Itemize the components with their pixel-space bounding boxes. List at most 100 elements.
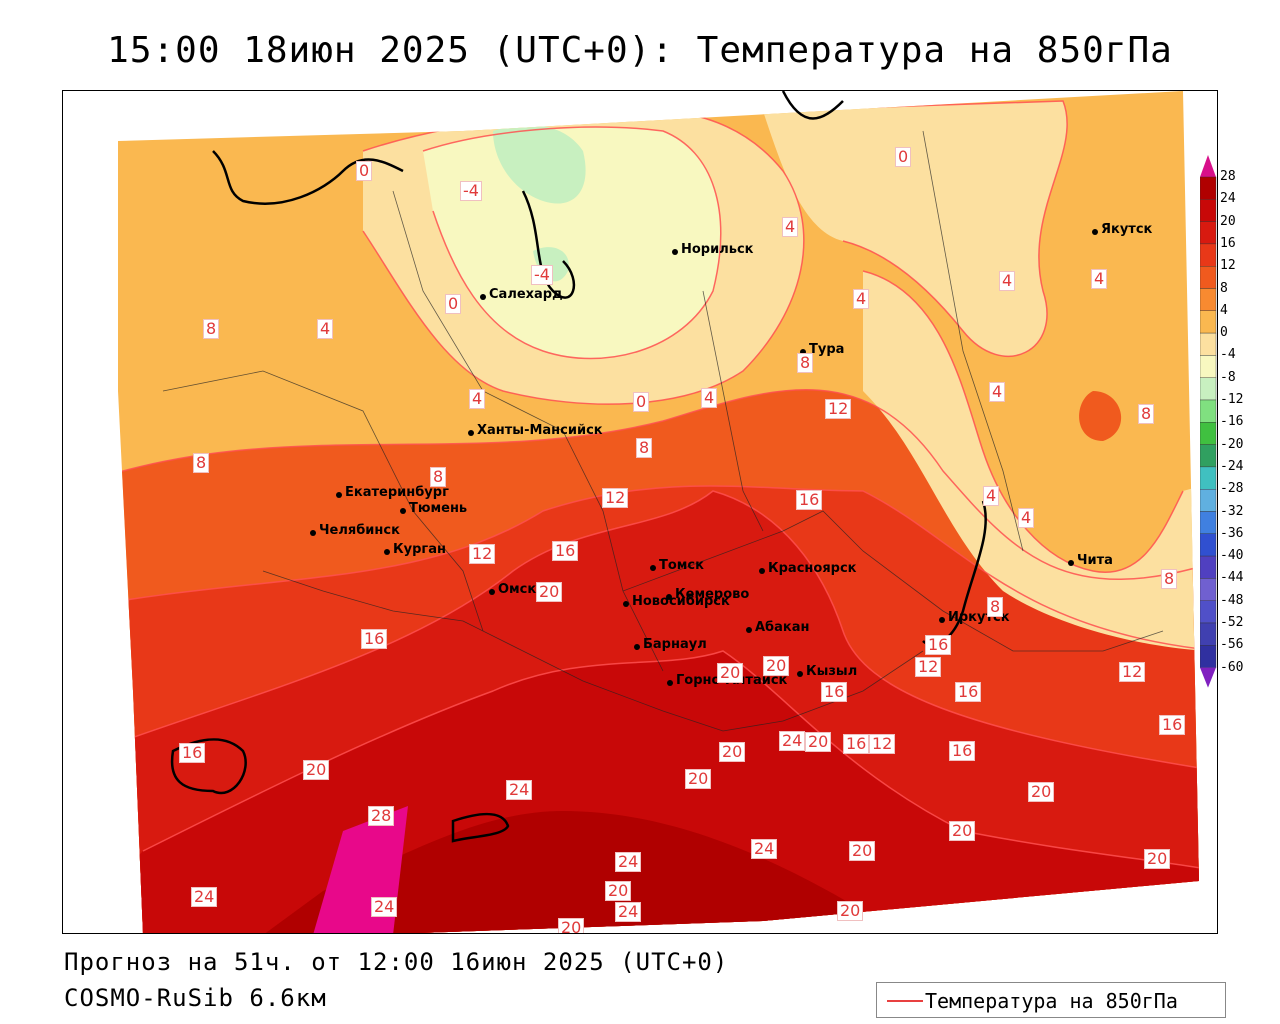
scale-tick-label: -8 (1220, 369, 1236, 385)
scale-tick-label: 16 (1220, 235, 1236, 251)
city-marker (650, 565, 656, 571)
scale-tick-label: 12 (1220, 258, 1236, 274)
isoline-label: 4 (1018, 508, 1035, 528)
scale-tick-label: -60 (1220, 659, 1244, 675)
isoline-label: 20 (805, 732, 832, 752)
scale-tick-label: 24 (1220, 191, 1236, 207)
isoline-label: 20 (849, 841, 876, 861)
scale-tick-label: -12 (1220, 392, 1244, 407)
city-label: Новосибирск (632, 594, 730, 609)
scale-bottom-arrow (1200, 667, 1216, 688)
city-label: Красноярск (768, 561, 857, 576)
city-marker (634, 644, 640, 650)
city-marker (384, 549, 390, 555)
isoline-label: 16 (843, 734, 870, 754)
isoline-label: 24 (191, 887, 218, 907)
city-label: Тура (809, 342, 845, 357)
city-label: Ханты-Мансийск (477, 423, 603, 438)
isoline-label: 12 (915, 657, 942, 677)
scale-swatch (1200, 645, 1217, 668)
isoline-label: 0 (356, 161, 373, 181)
scale-swatch (1200, 355, 1217, 378)
isoline-label: 20 (303, 760, 330, 780)
isoline-label: 4 (1091, 269, 1108, 289)
scale-tick-label: -28 (1220, 481, 1244, 497)
city-marker (489, 589, 495, 595)
isoline-label: 16 (361, 629, 388, 649)
isoline-label: 16 (925, 635, 952, 655)
legend: Температура на 850гПа (876, 982, 1226, 1018)
scale-swatch (1200, 221, 1217, 245)
city-marker (1068, 560, 1074, 566)
city-label: Норильск (681, 242, 754, 257)
city-marker (746, 627, 752, 633)
city-marker (1092, 229, 1098, 235)
city-marker (667, 680, 673, 686)
isoline-label: 24 (615, 852, 642, 872)
scale-swatch (1200, 489, 1217, 512)
city-marker (666, 594, 672, 600)
scale-swatch (1200, 399, 1217, 423)
city-label: Барнаул (643, 637, 707, 652)
isoline-label: 12 (869, 734, 896, 754)
isoline-label: 24 (506, 780, 533, 800)
scale-tick-label: -32 (1220, 503, 1244, 519)
city-label: Челябинск (319, 523, 400, 538)
map-canvas (118, 91, 1199, 933)
city-marker (939, 617, 945, 623)
isoline-label: 12 (1119, 662, 1146, 682)
isoline-label: 24 (371, 897, 398, 917)
scale-swatch (1200, 600, 1217, 624)
city-label: Чита (1077, 553, 1113, 568)
isoline-label: 12 (469, 544, 496, 564)
isoline-label: 8 (1161, 569, 1178, 589)
scale-tick-label: -20 (1220, 436, 1244, 452)
scale-tick-label: -56 (1220, 637, 1244, 653)
isoline-label: 28 (368, 806, 395, 826)
scale-swatch (1200, 288, 1217, 311)
scale-swatch (1200, 422, 1217, 445)
city-marker (759, 568, 765, 574)
isoline-label: 0 (445, 294, 462, 314)
city-marker (480, 294, 486, 300)
city-marker (623, 601, 629, 607)
legend-line-swatch (887, 1000, 923, 1002)
scale-tick-label: -24 (1220, 458, 1244, 474)
isoline-label: 8 (1138, 404, 1155, 424)
isoline-label: 16 (955, 682, 982, 702)
city-marker (672, 249, 678, 255)
scale-swatch (1200, 243, 1217, 267)
isoline-label: 16 (821, 682, 848, 702)
city-marker (797, 671, 803, 677)
isoline-label: 8 (203, 319, 220, 339)
scale-swatch (1200, 265, 1217, 289)
scale-swatch (1200, 466, 1217, 490)
isoline-label: 4 (782, 217, 799, 237)
isoline-label: 4 (999, 271, 1016, 291)
scale-tick-label: 4 (1220, 302, 1228, 318)
scale-tick-label: -4 (1220, 347, 1236, 363)
isoline-label: 16 (796, 490, 823, 510)
scale-tick-label: -52 (1220, 615, 1244, 630)
scale-swatch (1200, 377, 1217, 401)
isoline-label: 20 (719, 742, 746, 762)
isoline-label: 20 (837, 901, 864, 921)
scale-tick-label: -16 (1220, 414, 1244, 430)
scale-swatch (1200, 310, 1217, 334)
isoline-label: 8 (797, 353, 814, 373)
isoline-label: 16 (179, 743, 206, 763)
scale-tick-label: 28 (1220, 169, 1236, 184)
scale-swatch (1200, 533, 1217, 557)
city-label: Якутск (1101, 222, 1153, 237)
isoline-label: 4 (989, 382, 1006, 402)
city-marker (400, 508, 406, 514)
temperature-map[interactable]: Норильск Якутск Салехард Тура Ханты-Мансийск… (62, 90, 1218, 934)
isoline-label: 8 (987, 597, 1004, 617)
isoline-label: 20 (536, 582, 563, 602)
scale-swatch (1200, 555, 1217, 579)
isoline-label: 20 (1144, 849, 1171, 869)
isoline-label: 20 (949, 821, 976, 841)
isoline-label: 20 (1028, 782, 1055, 802)
scale-top-arrow (1200, 155, 1216, 177)
isoline-label: 20 (605, 881, 632, 901)
